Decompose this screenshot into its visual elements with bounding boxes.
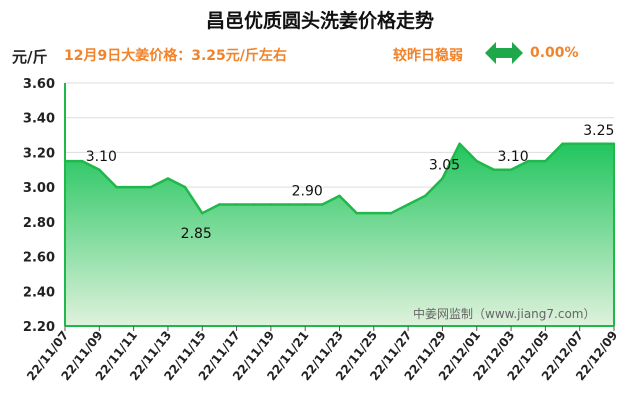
data-point [595, 142, 599, 145]
chart-title: 昌邑优质圆头洗姜价格走势 [205, 10, 434, 32]
area-series [63, 142, 616, 326]
data-point [372, 211, 376, 215]
data-point [441, 177, 444, 180]
data-point [303, 203, 307, 206]
data-point [561, 142, 564, 145]
y-tick-label: 3.00 [23, 181, 55, 196]
y-tick-label: 3.40 [23, 112, 55, 127]
area-fill [65, 143, 614, 326]
data-label: 2.90 [292, 184, 323, 200]
data-point [201, 211, 204, 215]
data-label: 3.25 [583, 123, 614, 139]
price-note: 12月9日大姜价格：3.25元/斤左右 [64, 48, 287, 64]
data-point [269, 203, 273, 206]
change-value: 0.00% [530, 45, 579, 61]
data-point [218, 203, 221, 206]
data-point [544, 159, 547, 163]
data-label: 3.10 [497, 149, 528, 165]
watermark: 中姜网监制（www.jiang7.com） [413, 306, 595, 321]
data-point [183, 185, 187, 189]
data-point [338, 194, 341, 198]
data-point [235, 203, 238, 206]
data-point [509, 168, 513, 171]
data-point [355, 211, 358, 215]
data-point [458, 142, 461, 145]
y-tick-label: 2.80 [23, 216, 55, 231]
data-point [475, 159, 478, 163]
data-point [166, 177, 170, 180]
data-point [80, 159, 84, 163]
y-tick-label: 2.20 [23, 320, 55, 335]
y-axis-unit: 元/斤 [12, 48, 48, 66]
double-arrow-icon [485, 40, 523, 70]
data-point [132, 185, 135, 189]
y-tick-label: 2.60 [23, 251, 55, 266]
data-point [578, 142, 581, 145]
change-label: 较昨日稳弱 [393, 48, 463, 64]
data-point [252, 203, 255, 206]
y-tick-label: 3.20 [23, 146, 55, 161]
data-point [286, 203, 290, 206]
data-labels: 3.10 2.85 2.90 3.05 3.10 3.25 [86, 123, 615, 242]
data-point [149, 185, 152, 189]
data-point [389, 211, 393, 215]
y-tick-label: 2.40 [23, 285, 55, 300]
y-tick-label: 3.60 [23, 77, 55, 92]
data-label: 3.05 [429, 157, 460, 173]
data-point [115, 185, 118, 189]
data-label: 2.85 [181, 226, 212, 242]
data-point [424, 194, 427, 198]
data-point [406, 203, 410, 206]
data-point [98, 168, 101, 171]
data-point [527, 159, 530, 163]
data-point [321, 203, 324, 206]
data-point [492, 168, 496, 171]
data-label: 3.10 [86, 149, 117, 165]
